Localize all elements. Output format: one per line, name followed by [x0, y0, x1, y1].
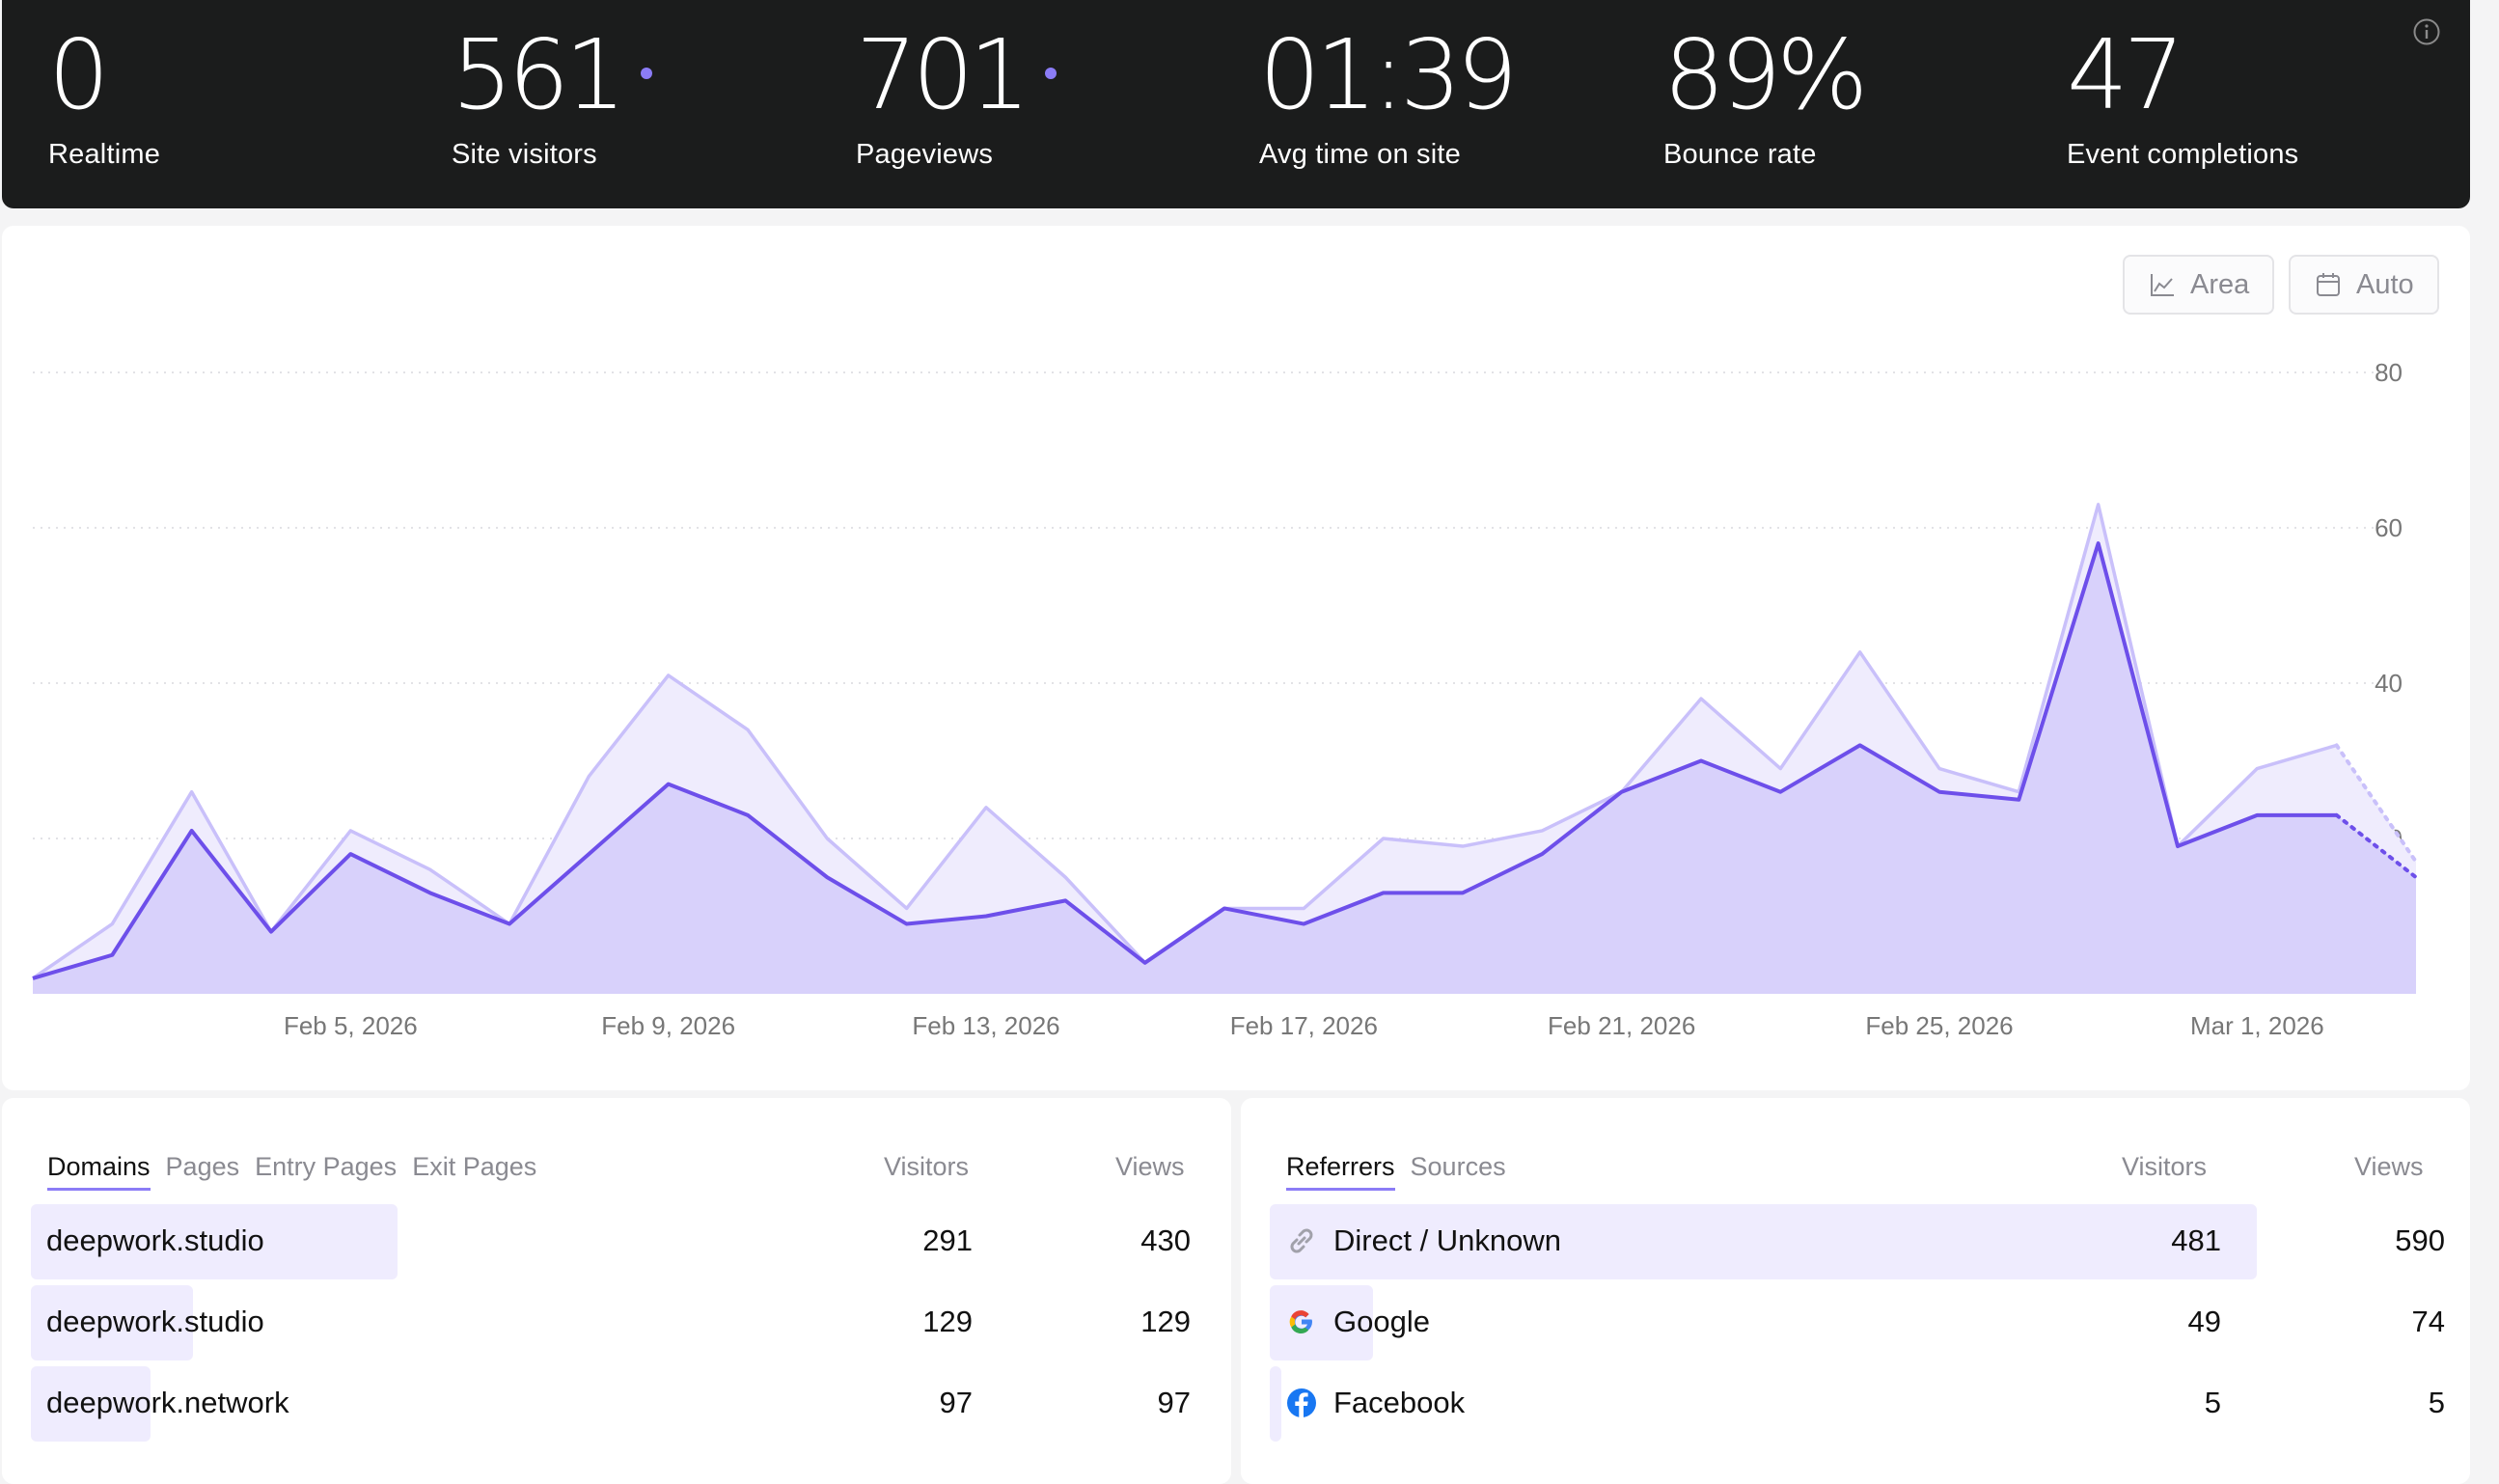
- chart-type-label: Area: [2190, 268, 2250, 300]
- share-bar: [31, 1285, 193, 1360]
- referrer-name: Google: [1285, 1305, 1430, 1339]
- stat-pageviews[interactable]: 701 Pageviews: [856, 27, 1057, 171]
- facebook-icon: [1287, 1388, 1316, 1417]
- x-tick-label: Feb 21, 2026: [1548, 1011, 1695, 1040]
- col-header-visitors[interactable]: Visitors: [2122, 1152, 2208, 1181]
- table-row[interactable]: Facebook 5 5: [1270, 1366, 2470, 1443]
- domain-name: deepwork.network: [46, 1386, 289, 1419]
- tab-exit-pages[interactable]: Exit Pages: [412, 1152, 537, 1181]
- tab-pages[interactable]: Pages: [165, 1152, 240, 1181]
- series-partial-line: [2334, 812, 2418, 880]
- views-count: 97: [1157, 1386, 1191, 1419]
- views-count: 129: [1140, 1305, 1191, 1338]
- visitors-count: 97: [939, 1386, 973, 1419]
- stat-label: Event completions: [2067, 139, 2299, 170]
- views-count: 430: [1140, 1223, 1191, 1257]
- referrer-name: Facebook: [1285, 1386, 1465, 1420]
- stat-value: 47: [2067, 18, 2184, 131]
- table-row[interactable]: deepwork.studio 291 430: [31, 1204, 1231, 1281]
- stat-realtime[interactable]: 0 Realtime: [48, 27, 160, 171]
- referrers-panel: Referrers Sources Visitors Views Direct …: [1241, 1098, 2470, 1484]
- stat-value: 01:39: [1259, 18, 1518, 131]
- col-header-views[interactable]: Views: [1115, 1152, 1185, 1181]
- stat-label: Site visitors: [452, 139, 597, 170]
- views-count: 5: [2428, 1386, 2445, 1419]
- table-row[interactable]: deepwork.network 97 97: [31, 1366, 1231, 1443]
- share-bar: [31, 1204, 398, 1279]
- y-tick-label: 40: [2375, 669, 2403, 698]
- referrers-tabs: Referrers Sources: [1286, 1152, 1506, 1191]
- link-icon: [1290, 1228, 1313, 1253]
- visitors-count: 291: [922, 1223, 973, 1257]
- views-count: 590: [2395, 1223, 2445, 1257]
- tab-domains[interactable]: Domains: [47, 1152, 151, 1191]
- col-header-visitors[interactable]: Visitors: [884, 1152, 970, 1181]
- stat-value: 561: [452, 18, 626, 131]
- col-header-views[interactable]: Views: [2354, 1152, 2424, 1181]
- tab-sources[interactable]: Sources: [1410, 1152, 1506, 1181]
- share-bar: [1270, 1204, 2257, 1279]
- domains-panel: Domains Pages Entry Pages Exit Pages Vis…: [2, 1098, 1231, 1484]
- tab-referrers[interactable]: Referrers: [1286, 1152, 1395, 1191]
- series-area-site-visitors: [33, 543, 2416, 994]
- stat-value: 701: [856, 18, 1030, 131]
- chart-type-button[interactable]: Area: [2123, 255, 2275, 315]
- stat-event-completions[interactable]: 47 Event completions: [2067, 27, 2298, 171]
- y-tick-label: 80: [2375, 358, 2403, 387]
- series-line-site-visitors: [32, 541, 2337, 980]
- stat-label: Bounce rate: [1663, 139, 1817, 170]
- visitors-count: 481: [2171, 1223, 2221, 1257]
- share-bar: [1270, 1285, 1373, 1360]
- x-tick-label: Feb 5, 2026: [284, 1011, 418, 1040]
- views-count: 74: [2411, 1305, 2445, 1338]
- stat-avg-time[interactable]: 01:39 Avg time on site: [1259, 18, 1518, 171]
- domain-name: deepwork.studio: [46, 1223, 264, 1257]
- visitors-count: 5: [2204, 1386, 2221, 1419]
- live-dot-icon: [1044, 68, 1057, 79]
- table-row[interactable]: Direct / Unknown 481 590: [1270, 1204, 2470, 1281]
- table-row[interactable]: Google 49 74: [1270, 1285, 2470, 1362]
- domains-tabs: Domains Pages Entry Pages Exit Pages: [47, 1152, 536, 1191]
- visitors-count: 129: [922, 1305, 973, 1338]
- x-tick-label: Feb 13, 2026: [912, 1011, 1059, 1040]
- x-tick-label: Feb 25, 2026: [1865, 1011, 2013, 1040]
- tab-entry-pages[interactable]: Entry Pages: [255, 1152, 398, 1181]
- stat-value: 89%: [1663, 18, 1868, 131]
- referrer-label: Facebook: [1333, 1386, 1466, 1419]
- visitors-count: 49: [2187, 1305, 2221, 1338]
- live-dot-icon: [640, 68, 652, 79]
- y-tick-label: 60: [2375, 513, 2403, 542]
- info-icon[interactable]: [2412, 17, 2441, 46]
- calendar-icon: [2317, 273, 2340, 296]
- series-partial-line: [2334, 743, 2418, 865]
- area-chart-icon: [2151, 274, 2174, 296]
- stats-bar: 0 Realtime 561 Site visitors 701 Pagevie…: [2, 0, 2470, 208]
- referrer-label: Google: [1333, 1305, 1430, 1338]
- referrer-label: Direct / Unknown: [1333, 1223, 1562, 1257]
- domain-name: deepwork.studio: [46, 1305, 264, 1338]
- share-bar: [1270, 1366, 1281, 1442]
- stat-bounce-rate[interactable]: 89% Bounce rate: [1663, 18, 1868, 171]
- table-row[interactable]: deepwork.studio 129 129: [31, 1285, 1231, 1362]
- stat-value: 0: [48, 18, 110, 131]
- x-tick-label: Mar 1, 2026: [2190, 1011, 2324, 1040]
- stat-site-visitors[interactable]: 561 Site visitors: [452, 27, 652, 171]
- stat-label: Pageviews: [856, 139, 994, 170]
- stat-label: Avg time on site: [1259, 139, 1461, 170]
- stat-label: Realtime: [48, 139, 161, 170]
- referrer-name: Direct / Unknown: [1285, 1223, 1561, 1258]
- period-label: Auto: [2356, 268, 2414, 300]
- x-tick-label: Feb 17, 2026: [1230, 1011, 1378, 1040]
- share-bar: [31, 1366, 151, 1442]
- google-icon: [1289, 1310, 1312, 1334]
- x-tick-label: Feb 9, 2026: [601, 1011, 735, 1040]
- period-button[interactable]: Auto: [2289, 255, 2439, 315]
